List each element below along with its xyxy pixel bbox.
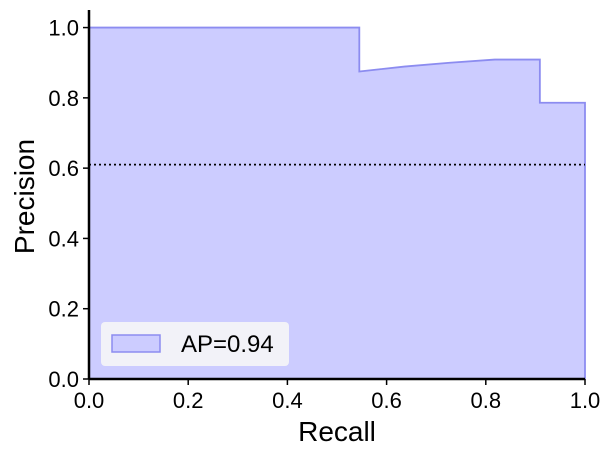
x-tick-label: 0.4 [272, 388, 303, 413]
x-axis-ticks: 0.0 0.2 0.4 0.6 0.8 1.0 [74, 379, 601, 413]
x-tick-label: 0.6 [371, 388, 402, 413]
y-tick-label: 0.4 [48, 226, 79, 251]
x-tick-label: 0.2 [173, 388, 204, 413]
y-tick-label: 0.8 [48, 86, 79, 111]
pr-area-fill [89, 27, 585, 379]
y-axis-label: Precision [9, 139, 40, 254]
y-tick-label: 0.6 [48, 156, 79, 181]
y-tick-label: 0.2 [48, 297, 79, 322]
y-axis-ticks: 0.0 0.2 0.4 0.6 0.8 1.0 [48, 16, 89, 392]
legend: AP=0.94 [101, 322, 289, 366]
legend-entry-label: AP=0.94 [181, 331, 274, 358]
y-tick-label: 1.0 [48, 16, 79, 41]
x-tick-label: 0.8 [471, 388, 502, 413]
x-axis-label: Recall [298, 416, 376, 447]
x-tick-label: 1.0 [570, 388, 601, 413]
legend-swatch [111, 334, 161, 353]
pr-step-line [89, 26, 586, 379]
x-tick-label: 0.0 [74, 388, 105, 413]
legend-box [101, 322, 289, 366]
y-tick-label: 0.0 [48, 367, 79, 392]
plot-area [89, 26, 586, 379]
